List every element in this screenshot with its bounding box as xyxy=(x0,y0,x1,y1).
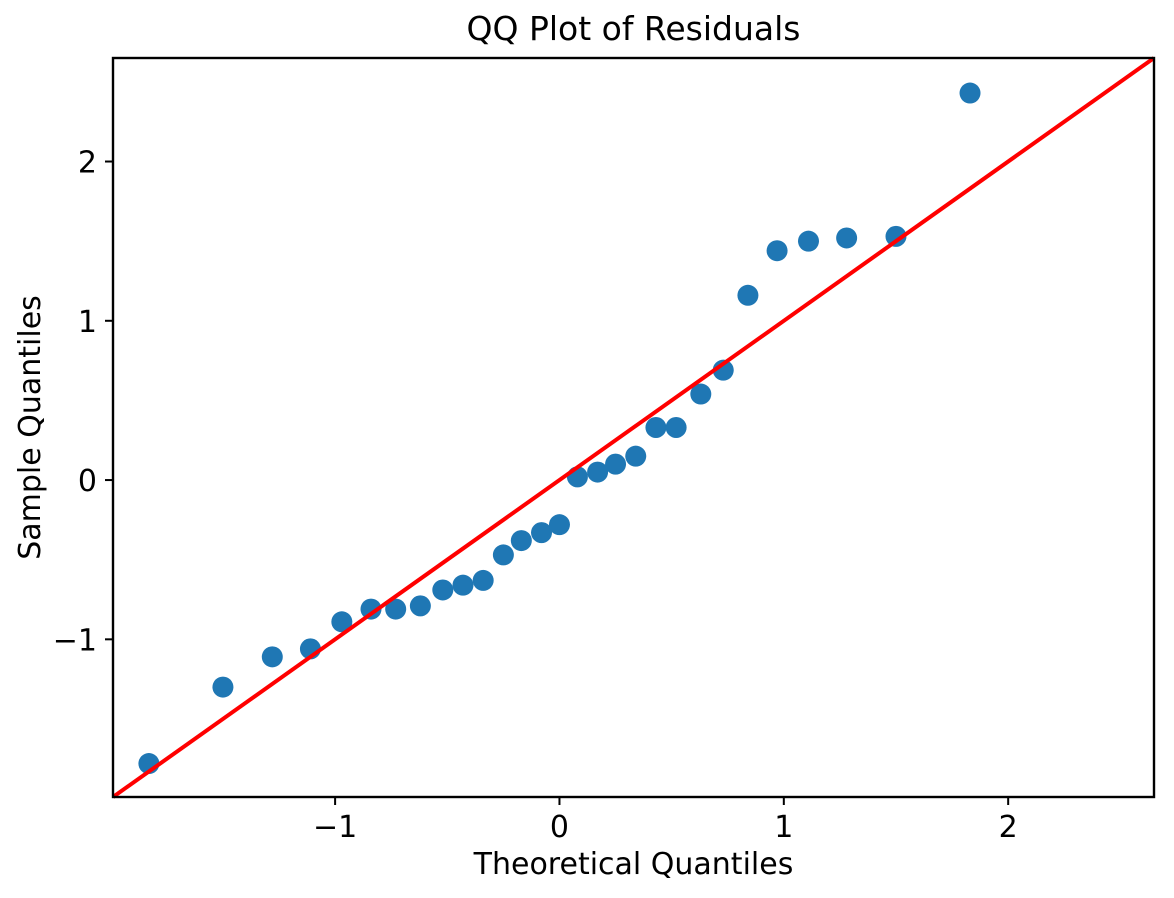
data-point xyxy=(531,522,553,544)
y-tick-label: −1 xyxy=(53,623,97,658)
data-point xyxy=(665,417,687,438)
data-point xyxy=(766,240,788,262)
data-point xyxy=(510,530,532,552)
x-tick-label: 0 xyxy=(550,810,569,845)
qq-scatter-series xyxy=(138,82,981,775)
data-point xyxy=(605,453,627,475)
x-tick-label: 1 xyxy=(774,810,793,845)
y-axis-label: Sample Quantiles xyxy=(13,295,48,560)
data-point xyxy=(712,359,734,381)
x-tick-label: 2 xyxy=(999,810,1018,845)
data-point xyxy=(492,544,514,566)
y-tick-label: 2 xyxy=(78,146,97,181)
data-point xyxy=(836,227,858,249)
y-tick-label: 0 xyxy=(78,464,97,499)
reference-line xyxy=(111,56,1156,799)
data-point xyxy=(360,598,382,620)
data-point xyxy=(212,676,234,698)
data-point xyxy=(625,445,647,467)
y-tick-label: 1 xyxy=(78,305,97,340)
data-point xyxy=(472,569,494,591)
data-point xyxy=(797,230,819,252)
data-point xyxy=(548,514,570,536)
chart-title: QQ Plot of Residuals xyxy=(467,9,801,48)
x-tick-label: −1 xyxy=(313,810,357,845)
data-point xyxy=(331,611,353,633)
data-point xyxy=(737,284,759,306)
data-point xyxy=(385,598,407,620)
data-point xyxy=(261,646,283,668)
data-point xyxy=(690,383,712,405)
x-axis-label: Theoretical Quantiles xyxy=(473,847,794,882)
data-point xyxy=(432,579,454,601)
plot-spines xyxy=(111,56,1156,799)
reference-line-group xyxy=(111,56,1156,799)
data-point xyxy=(409,595,431,617)
data-point xyxy=(885,225,907,247)
data-point xyxy=(959,82,981,104)
axis-ticks: −1 0 1 2 −1 0 1 2 xyxy=(53,146,1018,845)
data-point xyxy=(452,574,474,596)
data-point xyxy=(587,461,609,483)
data-point xyxy=(645,417,667,438)
